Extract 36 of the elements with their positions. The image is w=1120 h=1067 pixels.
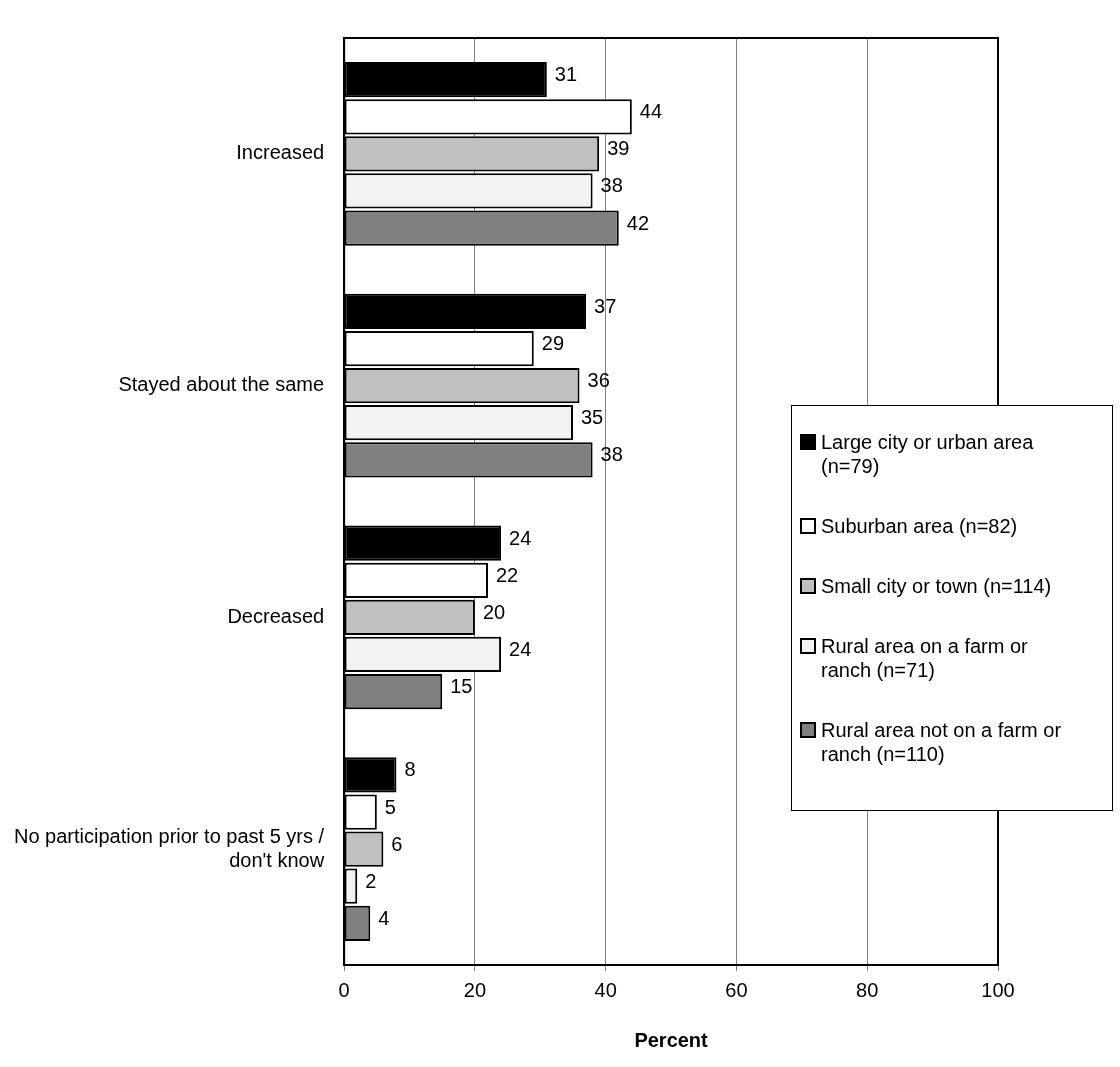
data-label: 24 xyxy=(509,526,532,549)
data-label: 15 xyxy=(450,675,473,698)
legend-label: Rural area on a farm or ranch (n=71) xyxy=(821,634,1029,682)
data-label: 38 xyxy=(600,174,623,197)
legend-label: Large city or urban area (n=79) xyxy=(821,430,1035,478)
legend-label: Rural area not on a farm or ranch (n=110) xyxy=(821,718,1063,766)
legend-label: Suburban area (n=82) xyxy=(821,514,1018,538)
data-label: 22 xyxy=(495,563,519,586)
data-label: 38 xyxy=(600,443,623,466)
data-label: 8 xyxy=(404,758,416,781)
data-label: 31 xyxy=(554,63,578,86)
y-tick-label: Decreased xyxy=(227,604,325,627)
data-label: 44 xyxy=(639,100,663,123)
y-tick-label: No participation prior to past 5 yrs / don't know xyxy=(14,824,325,871)
data-label: 24 xyxy=(509,637,532,660)
x-tick-label: 20 xyxy=(463,978,487,1001)
x-tick-label: 80 xyxy=(856,978,879,1001)
data-label: 6 xyxy=(391,832,403,855)
data-label: 20 xyxy=(482,600,506,623)
x-tick-label: 0 xyxy=(338,978,350,1001)
data-label: 37 xyxy=(594,294,617,317)
data-label: 5 xyxy=(384,795,396,818)
x-axis-title: Percent xyxy=(634,1028,709,1051)
data-label: 4 xyxy=(378,906,390,929)
data-label: 39 xyxy=(607,137,630,160)
x-tick-label: 40 xyxy=(594,978,617,1001)
legend-label: Small city or town (n=114) xyxy=(821,574,1052,598)
data-label: 29 xyxy=(541,332,565,355)
y-tick-label: Stayed about the same xyxy=(118,373,325,396)
x-tick-label: 60 xyxy=(725,978,748,1001)
x-tick-label: 100 xyxy=(981,978,1015,1001)
data-label: 36 xyxy=(587,369,610,392)
data-label: 2 xyxy=(365,869,377,892)
data-label: 42 xyxy=(626,211,650,234)
data-label: 35 xyxy=(580,406,604,429)
y-tick-label: Increased xyxy=(236,141,325,164)
